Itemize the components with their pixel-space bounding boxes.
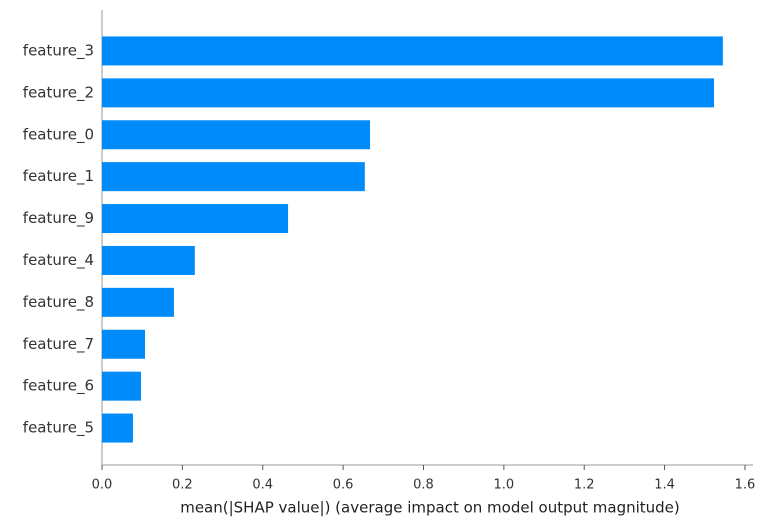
- x-tick-label: 0.4: [252, 478, 273, 493]
- bar: [102, 162, 365, 192]
- y-tick-label: feature_8: [23, 293, 94, 312]
- x-tick-label: 1.2: [574, 478, 595, 493]
- y-tick-label: feature_6: [23, 377, 94, 396]
- y-tick-label: feature_5: [23, 419, 94, 438]
- x-tick-label: 0.0: [92, 478, 113, 493]
- x-tick-label: 0.2: [172, 478, 193, 493]
- y-tick-label: feature_1: [23, 167, 94, 186]
- x-tick-label: 0.8: [413, 478, 434, 493]
- x-tick-label: 0.6: [333, 478, 354, 493]
- y-tick-label: feature_7: [23, 335, 94, 354]
- bar: [102, 413, 133, 443]
- bar: [102, 204, 289, 234]
- bar: [102, 245, 195, 275]
- y-tick-label: feature_3: [23, 41, 94, 60]
- x-axis-title: mean(|SHAP value|) (average impact on mo…: [180, 499, 680, 517]
- x-tick-label: 1.4: [654, 478, 675, 493]
- y-tick-label: feature_2: [23, 83, 94, 102]
- y-tick-label: feature_0: [23, 125, 94, 144]
- bar: [102, 36, 723, 66]
- bar: [102, 371, 141, 401]
- bar: [102, 329, 145, 359]
- x-tick-label: 1.6: [735, 478, 756, 493]
- x-tick-label: 1.0: [494, 478, 515, 493]
- y-tick-label: feature_4: [23, 251, 94, 270]
- bar: [102, 78, 715, 108]
- bar: [102, 287, 174, 317]
- y-tick-label: feature_9: [23, 209, 94, 228]
- bar: [102, 120, 371, 150]
